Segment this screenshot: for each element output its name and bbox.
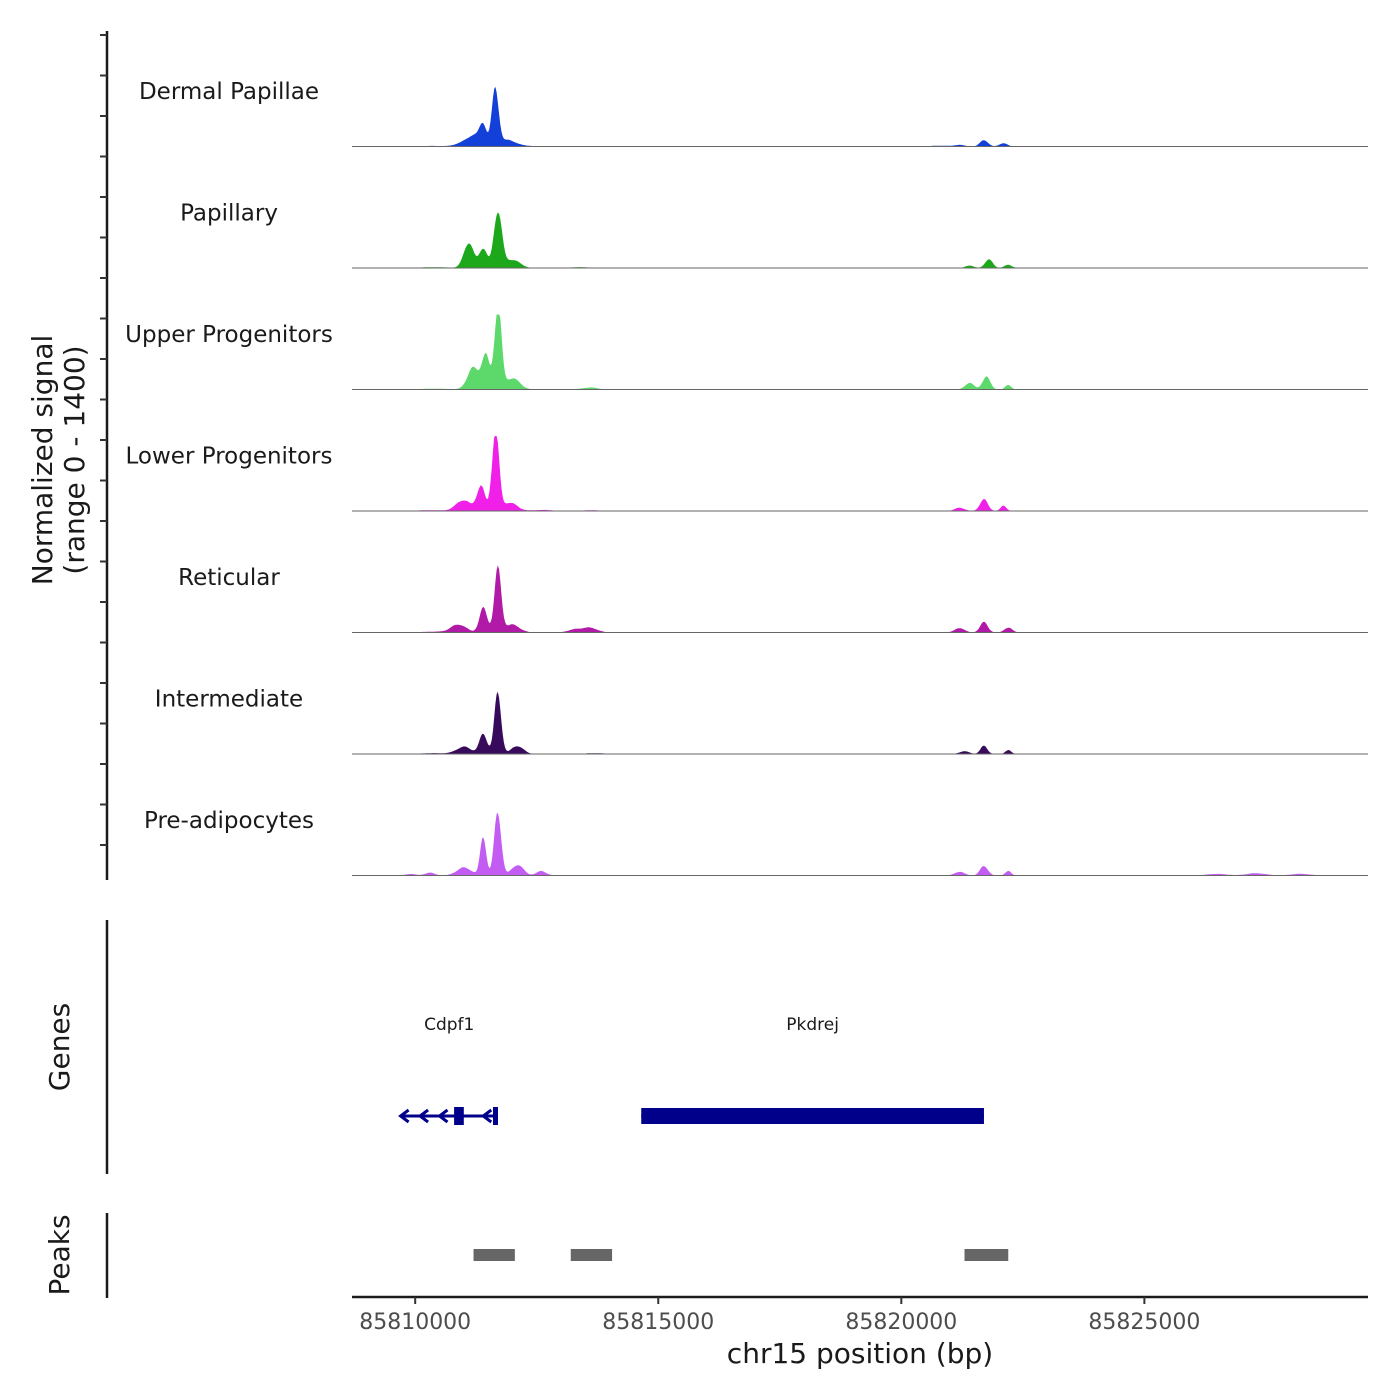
strand-arrow-icon (398, 1108, 410, 1124)
peak-region-bar (473, 1249, 515, 1261)
coverage-axis-ticks (100, 34, 107, 846)
peak-region-bar (964, 1249, 1009, 1261)
peak-regions (473, 1249, 1009, 1261)
track-signal-area (352, 691, 1368, 754)
y-axis-title-line2: (range 0 - 1400) (58, 345, 91, 574)
track-label: Dermal Papillae (139, 79, 319, 105)
track-label: Pre-adipocytes (144, 808, 314, 834)
x-axis-tick-label: 85820000 (845, 1310, 957, 1335)
track-lower-progenitors: Lower Progenitors (126, 436, 1368, 512)
gene-exon (641, 1108, 984, 1124)
track-dermal-papillae: Dermal Papillae (139, 79, 1368, 147)
gene-exon (492, 1107, 498, 1125)
x-axis-tick-label: 85815000 (602, 1310, 714, 1335)
y-axis-title: Normalized signal (range 0 - 1400) (26, 335, 91, 586)
track-papillary: Papillary (180, 201, 1368, 269)
x-axis-tick-label: 85825000 (1088, 1310, 1200, 1335)
track-signal-area (352, 86, 1368, 147)
track-signal-area (352, 212, 1368, 268)
gene-name-label: Cdpf1 (424, 1015, 474, 1035)
track-label: Intermediate (155, 687, 303, 713)
track-signal-area (352, 436, 1368, 511)
gene-name-label: Pkdrej (786, 1015, 839, 1035)
peaks-panel-label: Peaks (43, 1214, 76, 1295)
track-label: Lower Progenitors (126, 444, 333, 470)
strand-arrow-icon (480, 1108, 493, 1124)
track-label: Upper Progenitors (125, 322, 333, 348)
gene-annotations: Cdpf1 Pkdrej (398, 1015, 984, 1125)
gene-cdpf1: Cdpf1 (398, 1015, 498, 1125)
genes-panel-label: Genes (43, 1003, 76, 1091)
track-label: Papillary (180, 201, 278, 227)
track-signal-area (352, 314, 1368, 390)
x-axis-tick-label: 85810000 (359, 1310, 471, 1335)
x-axis-title: chr15 position (bp) (727, 1337, 993, 1370)
gene-exon (454, 1107, 464, 1125)
gene-pkdrej: Pkdrej (641, 1015, 984, 1124)
strand-arrow-icon (417, 1108, 429, 1124)
track-upper-progenitors: Upper Progenitors (125, 314, 1368, 390)
x-axis-ticks: 85810000 85815000 85820000 85825000 (359, 1297, 1200, 1335)
peak-region-bar (570, 1249, 613, 1261)
track-reticular: Reticular (178, 565, 1368, 633)
track-signal-area (352, 812, 1368, 876)
coverage-tracks: Dermal Papillae Papillary Upper Progenitor… (125, 79, 1368, 876)
track-intermediate: Intermediate (155, 687, 1368, 755)
track-signal-area (352, 565, 1368, 633)
track-pre-adipocytes: Pre-adipocytes (144, 808, 1368, 876)
y-axis-title-line1: Normalized signal (26, 335, 59, 586)
track-label: Reticular (178, 565, 280, 591)
strand-arrow-icon (437, 1108, 449, 1124)
